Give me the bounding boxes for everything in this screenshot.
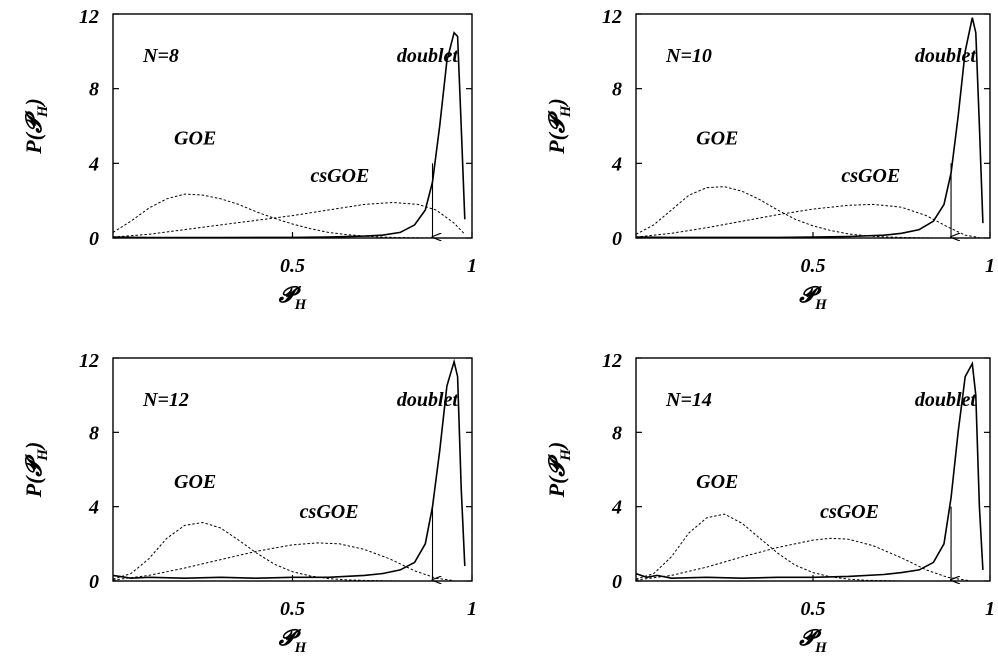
x-tick-label: 0.5 <box>801 598 826 620</box>
y-tick-label: 4 <box>88 497 99 519</box>
y-tick-label: 4 <box>88 153 99 175</box>
x-tick-label: 0.5 <box>801 255 826 277</box>
panel-1: 0 4 8 12 0.5 1 𝓟H P(𝓟H) N=8 GOE csGOE doublet <box>21 6 477 313</box>
annotation-doublet: doublet <box>915 45 978 67</box>
panel-3: 0 4 8 12 0.5 1 𝓟H P(𝓟H) N=12 GOE csGOE doublet <box>21 350 477 656</box>
x-axis-label: 𝓟H <box>799 625 828 656</box>
y-tick-label: 0 <box>612 571 622 593</box>
annotation-csgoe: csGOE <box>310 165 369 187</box>
y-axis-label: P(𝓟H) <box>544 98 574 155</box>
y-axis-label: P(𝓟H) <box>21 442 51 499</box>
y-tick-label: 8 <box>612 422 622 444</box>
x-tick-label: 1 <box>985 598 995 620</box>
series-line-goe <box>635 186 983 239</box>
y-tick-label: 12 <box>602 350 622 372</box>
annotation-goe: GOE <box>174 128 216 150</box>
y-tick-label: 4 <box>611 497 622 519</box>
annotation-doublet: doublet <box>397 45 460 67</box>
y-tick-label: 8 <box>89 422 99 444</box>
x-tick-label: 1 <box>985 255 995 277</box>
y-axis-label: P(𝓟H) <box>21 98 51 155</box>
x-tick-label: 1 <box>467 255 477 277</box>
series-line-goe <box>112 193 465 239</box>
x-tick-label: 1 <box>467 598 477 620</box>
x-tick-label: 0.5 <box>280 255 305 277</box>
annotation-csgoe: csGOE <box>300 501 359 523</box>
series-line-doublet <box>112 358 466 580</box>
panel-4: 0 4 8 12 0.5 1 𝓟H P(𝓟H) N=14 GOE csGOE doublet <box>544 350 995 656</box>
annotation-doublet: doublet <box>915 389 978 411</box>
y-tick-label: 4 <box>611 153 622 175</box>
annotation-n: N=10 <box>665 45 712 67</box>
x-axis-label: 𝓟H <box>799 282 828 313</box>
y-axis-label: P(𝓟H) <box>544 442 574 499</box>
annotation-goe: GOE <box>696 471 738 493</box>
annotation-csgoe: csGOE <box>820 501 879 523</box>
x-tick-label: 0.5 <box>280 598 305 620</box>
y-tick-label: 0 <box>612 228 622 250</box>
y-tick-label: 8 <box>89 79 99 101</box>
series-line-csgoe <box>112 542 455 582</box>
panel-2: 0 4 8 12 0.5 1 𝓟H P(𝓟H) N=10 GOE csGOE doublet <box>544 6 995 313</box>
annotation-doublet: doublet <box>397 389 460 411</box>
annotation-n: N=8 <box>142 45 179 67</box>
series-line-goe <box>635 513 983 582</box>
annotation-csgoe: csGOE <box>841 165 900 187</box>
y-tick-label: 0 <box>89 228 99 250</box>
series-line-doublet <box>635 17 984 239</box>
series-line-csgoe <box>635 537 969 582</box>
y-tick-label: 8 <box>612 79 622 101</box>
series-line-doublet <box>112 31 466 239</box>
x-axis-label: 𝓟H <box>279 625 308 656</box>
annotation-n: N=12 <box>142 389 189 411</box>
series-line-doublet <box>635 360 984 580</box>
x-axis-label: 𝓟H <box>279 282 308 313</box>
y-tick-label: 12 <box>602 6 622 28</box>
y-tick-label: 12 <box>79 6 99 28</box>
annotation-n: N=14 <box>665 389 712 411</box>
series-line-csgoe <box>635 203 980 239</box>
series-line-goe <box>112 521 465 582</box>
annotation-goe: GOE <box>174 471 216 493</box>
y-tick-label: 0 <box>89 571 99 593</box>
series-line-csgoe <box>112 201 466 238</box>
y-tick-label: 12 <box>79 350 99 372</box>
annotation-goe: GOE <box>696 128 738 150</box>
